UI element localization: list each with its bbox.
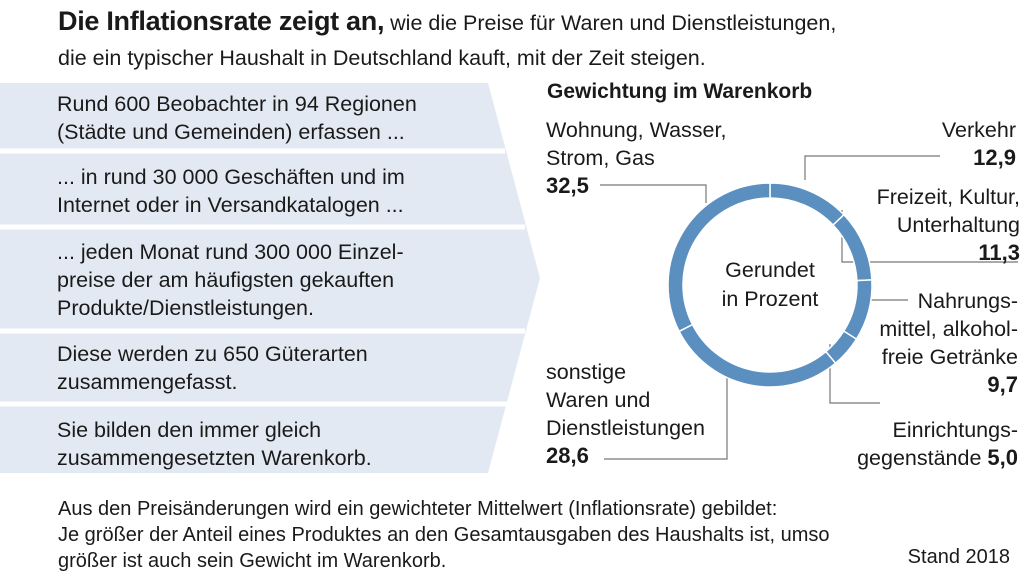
value-einrichtung: 5,0 <box>987 445 1018 470</box>
headline: Die Inflationsrate zeigt an, <box>58 6 385 36</box>
label-sonstige-line-2: Waren und <box>546 388 651 412</box>
footer-line-3: größer ist auch sein Gewicht im Warenkor… <box>58 550 447 572</box>
step-3-line-3: Produkte/Dienstleistungen. <box>57 296 314 320</box>
center-label-line-1: Gerundet <box>725 258 815 282</box>
value-verkehr: 12,9 <box>973 145 1016 170</box>
step-5: Sie bilden den immer gleich zusammengese… <box>57 416 372 472</box>
label-wohnung: Wohnung, Wasser, Strom, Gas 32,5 <box>546 116 726 200</box>
step-3-line-1: ... jeden Monat rund 300 000 Einzel- <box>57 240 404 264</box>
step-1: Rund 600 Beobachter in 94 Regionen (Städ… <box>57 90 417 146</box>
step-4: Diese werden zu 650 Güterarten zusammeng… <box>57 340 368 396</box>
label-nahrungsmittel-line-3: freie Getränke <box>881 345 1018 369</box>
footer-line-1: Aus den Preisänderungen wird ein gewicht… <box>58 498 778 520</box>
step-1-line-1: Rund 600 Beobachter in 94 Regionen <box>57 92 417 116</box>
label-sonstige-line-1: sonstige <box>546 360 627 384</box>
label-freizeit: Freizeit, Kultur, Unterhaltung 11,3 <box>877 183 1020 267</box>
footer-note: Aus den Preisänderungen wird ein gewicht… <box>58 496 830 574</box>
leader-line-sonstige <box>604 362 728 460</box>
chart-title: Gewichtung im Warenkorb <box>547 80 813 103</box>
slice-verkehr <box>769 182 845 227</box>
label-wohnung-line-2: Strom, Gas <box>546 146 655 170</box>
donut-slices <box>667 182 873 388</box>
slice-nahrungsmittel <box>842 279 873 341</box>
arrow-panel-shape <box>0 83 540 473</box>
label-freizeit-line-1: Freizeit, Kultur, <box>876 185 1020 209</box>
value-sonstige: 28,6 <box>546 443 589 468</box>
label-einrichtung-line-1: Einrichtungs- <box>892 418 1018 442</box>
step-1-line-2: (Städte und Gemeinden) erfassen ... <box>57 120 405 144</box>
slice-wohnung <box>667 182 771 333</box>
value-nahrungsmittel: 9,7 <box>987 372 1018 397</box>
label-freizeit-line-2: Unterhaltung <box>896 213 1020 237</box>
subheadline-part2: die ein typischer Haushalt in Deutschlan… <box>58 46 706 70</box>
label-nahrungsmittel-line-2: mittel, alkohol- <box>879 317 1018 341</box>
step-3-line-2: preise der am häufigsten gekauften <box>57 268 395 292</box>
subheadline-part1: wie die Preise für Waren und Dienstleist… <box>384 11 837 35</box>
label-nahrungsmittel-line-1: Nahrungs- <box>917 289 1018 313</box>
step-5-line-1: Sie bilden den immer gleich <box>57 418 322 442</box>
step-2-line-2: Internet oder in Versandkatalogen ... <box>57 193 404 217</box>
label-verkehr-line-1: Verkehr <box>941 118 1016 142</box>
label-verkehr: Verkehr 12,9 <box>942 116 1016 172</box>
value-freizeit: 11,3 <box>978 240 1020 265</box>
label-wohnung-line-1: Wohnung, Wasser, <box>546 118 727 142</box>
footer-line-2: Je größer der Anteil eines Produktes an … <box>58 524 830 546</box>
label-einrichtung-line-2: gegenstände 5,0 <box>857 444 1018 472</box>
step-5-line-2: zusammengesetzten Warenkorb. <box>57 446 372 470</box>
step-4-line-2: zusammengefasst. <box>57 370 238 394</box>
stand-date: Stand 2018 <box>907 546 1010 568</box>
label-nahrungsmittel: Nahrungs- mittel, alkohol- freie Getränk… <box>879 287 1018 399</box>
value-wohnung: 32,5 <box>546 173 589 198</box>
step-3: ... jeden Monat rund 300 000 Einzel- pre… <box>57 238 404 322</box>
header: Die Inflationsrate zeigt an, wie die Pre… <box>58 4 1008 73</box>
center-label-line-2: in Prozent <box>721 287 819 311</box>
step-2-line-1: ... in rund 30 000 Geschäften und im <box>57 165 405 189</box>
label-sonstige: sonstige Waren und Dienstleistungen 28,6 <box>546 358 705 470</box>
step-2: ... in rund 30 000 Geschäften und im Int… <box>57 163 405 219</box>
leader-line-wohnung <box>600 184 707 203</box>
step-4-line-1: Diese werden zu 650 Güterarten <box>57 342 368 366</box>
donut-center-label: Gerundet in Prozent <box>700 256 840 314</box>
label-einrichtung-line-2-text: gegenstände <box>857 446 982 470</box>
leader-line-verkehr <box>804 155 940 180</box>
label-sonstige-line-3: Dienstleistungen <box>546 416 705 440</box>
label-einrichtung: Einrichtungs- gegenstände 5,0 <box>857 416 1018 472</box>
